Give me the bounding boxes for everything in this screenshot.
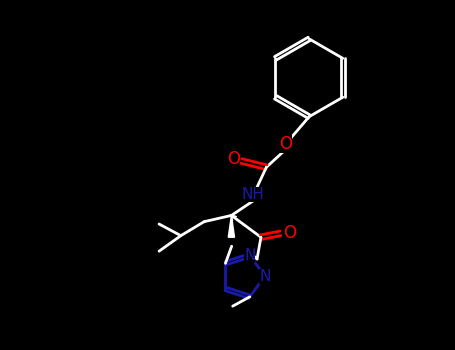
- Text: O: O: [227, 150, 240, 168]
- Text: O: O: [279, 135, 292, 153]
- Text: O: O: [283, 224, 296, 242]
- Text: N: N: [259, 268, 271, 284]
- Text: N: N: [244, 248, 255, 263]
- Text: NH: NH: [242, 187, 265, 202]
- Polygon shape: [228, 216, 234, 237]
